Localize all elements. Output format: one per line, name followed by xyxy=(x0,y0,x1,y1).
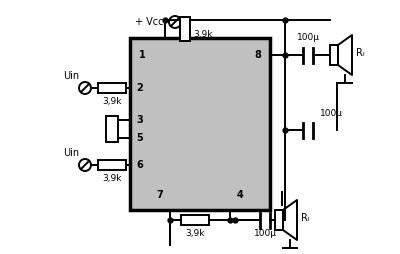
Text: 1: 1 xyxy=(139,50,145,60)
Bar xyxy=(130,38,270,210)
Bar xyxy=(330,45,338,65)
Text: + Vcc: + Vcc xyxy=(135,17,164,27)
Text: 3,9k: 3,9k xyxy=(193,29,212,39)
Text: 100μ: 100μ xyxy=(254,229,276,238)
Bar xyxy=(180,17,190,41)
Text: 2: 2 xyxy=(137,83,143,93)
Text: 3: 3 xyxy=(137,115,143,125)
Text: 4: 4 xyxy=(237,190,243,200)
Text: Uin: Uin xyxy=(63,71,79,81)
Text: Rₗ: Rₗ xyxy=(356,48,365,58)
Bar xyxy=(98,160,126,170)
Text: Uin: Uin xyxy=(63,148,79,158)
Text: 6: 6 xyxy=(137,160,143,170)
Text: 3,9k: 3,9k xyxy=(185,229,205,238)
Text: 100μ: 100μ xyxy=(320,109,343,118)
Text: 8: 8 xyxy=(254,50,262,60)
Text: 5: 5 xyxy=(137,133,143,143)
Text: 7: 7 xyxy=(157,190,163,200)
Bar xyxy=(275,210,283,230)
Text: 3,9k: 3,9k xyxy=(102,97,122,106)
Bar xyxy=(98,83,126,93)
Bar xyxy=(106,116,118,142)
Text: Rₗ: Rₗ xyxy=(301,213,310,223)
Bar xyxy=(181,215,209,225)
Text: 100μ: 100μ xyxy=(296,33,320,42)
Text: 3,9k: 3,9k xyxy=(102,174,122,183)
